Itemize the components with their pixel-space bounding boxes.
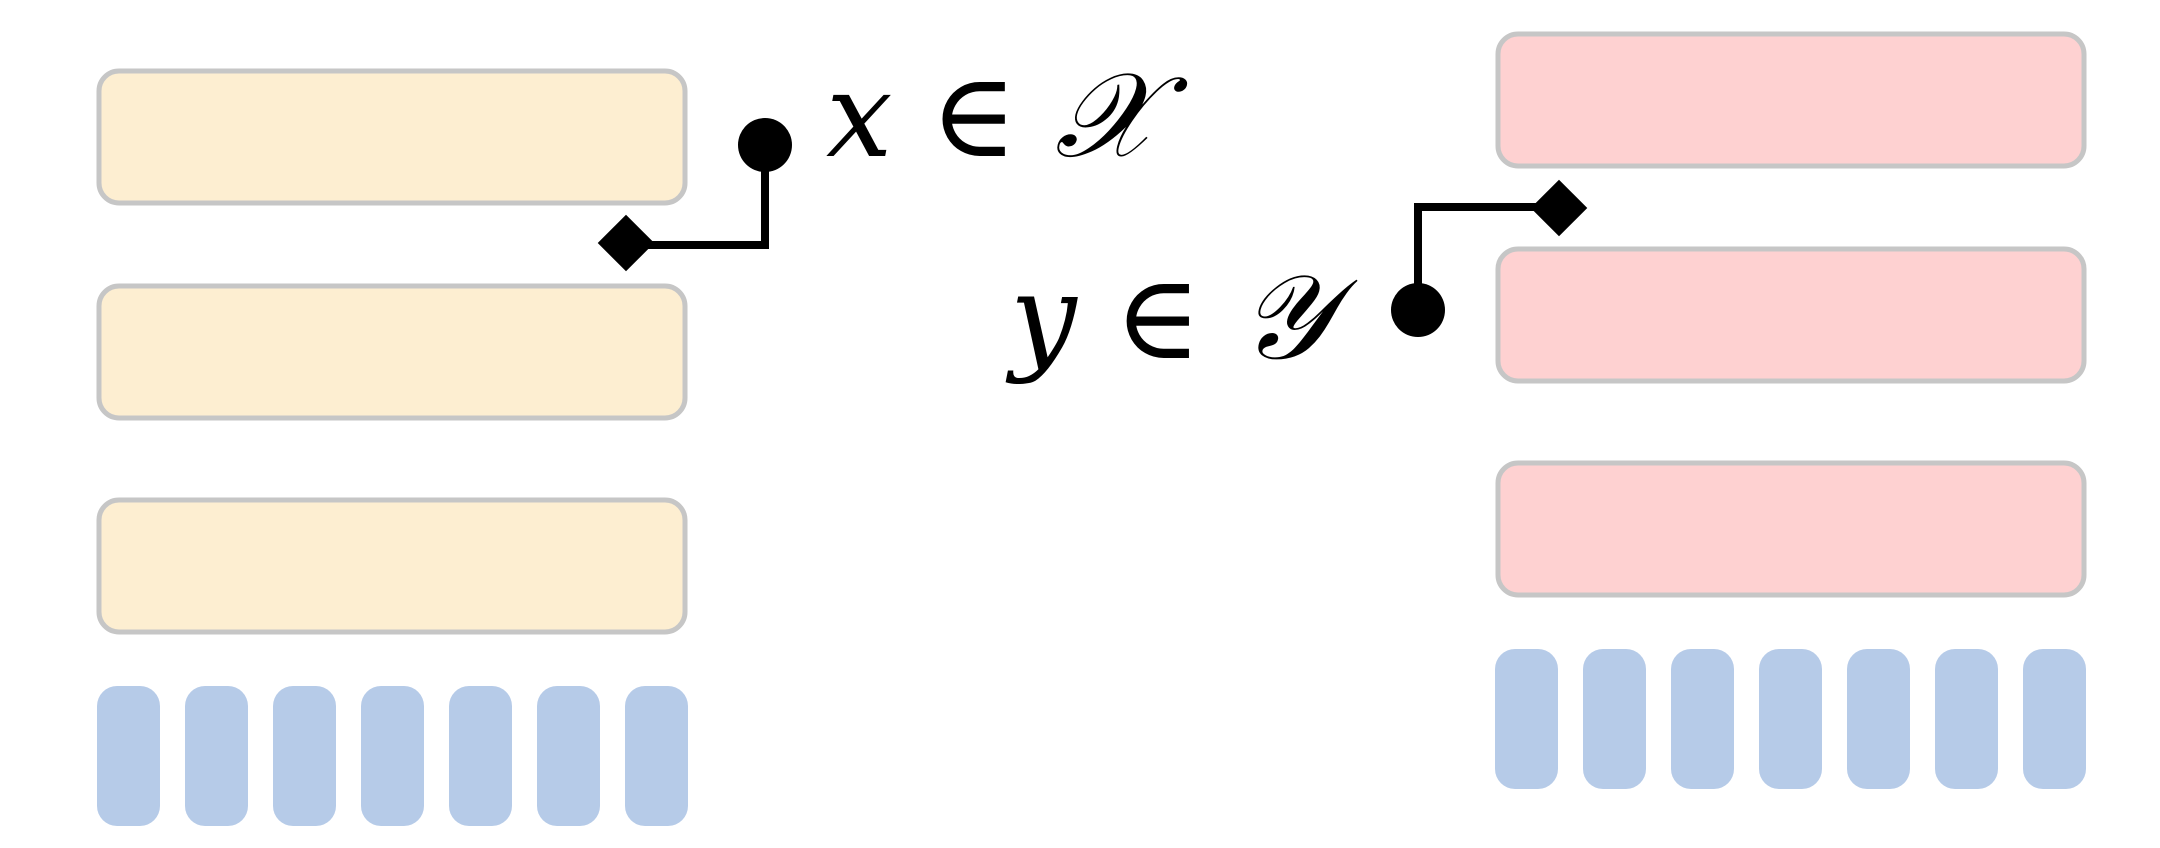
left-token-5 [449,686,512,826]
left-token-1 [97,686,160,826]
y-connector-line [1414,203,1558,310]
left-token-row [97,686,688,826]
right-token-4 [1759,649,1822,789]
right-token-5 [1847,649,1910,789]
right-token-row [1495,649,2086,789]
left-stack-block-1 [96,68,688,206]
x-connector-line [628,145,769,249]
left-token-3 [273,686,336,826]
left-token-2 [185,686,248,826]
y-connector [1391,179,1588,337]
x-connector-dot [738,118,792,172]
right-token-7 [2023,649,2086,789]
y-connector-diamond [1530,179,1588,237]
left-token-7 [625,686,688,826]
y-connector-dot [1391,283,1445,337]
x-domain-label: x ∈ 𝒳 [826,46,1157,184]
left-token-4 [361,686,424,826]
right-stack-block-3 [1495,460,2087,598]
right-token-2 [1583,649,1646,789]
left-block-stack [96,68,688,635]
right-token-3 [1671,649,1734,789]
right-block-stack [1495,31,2087,598]
right-token-6 [1935,649,1998,789]
left-stack-block-3 [96,497,688,635]
y-domain-label: y ∈ 𝒴 [1010,248,1332,386]
left-token-6 [537,686,600,826]
right-stack-block-2 [1495,246,2087,384]
right-token-1 [1495,649,1558,789]
left-stack-block-2 [96,283,688,421]
x-connector-diamond [597,214,655,272]
right-stack-block-1 [1495,31,2087,169]
